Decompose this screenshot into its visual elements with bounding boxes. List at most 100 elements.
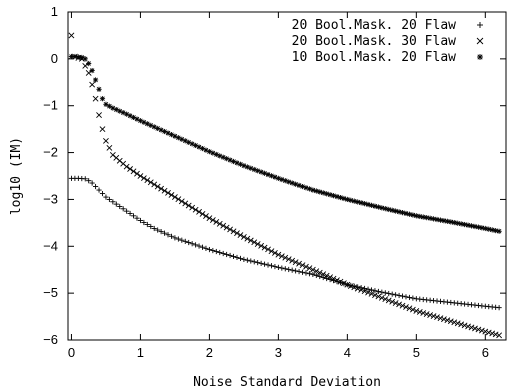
data-point <box>434 314 440 321</box>
data-point <box>161 187 168 194</box>
data-point <box>72 53 78 60</box>
data-point <box>178 198 185 205</box>
data-point <box>182 238 188 244</box>
data-point <box>478 327 485 334</box>
data-point <box>317 189 323 195</box>
data-point <box>89 81 96 88</box>
series-1 <box>68 175 502 311</box>
data-point <box>213 248 219 255</box>
data-point <box>285 256 292 263</box>
data-point <box>441 316 447 323</box>
data-point <box>296 268 302 275</box>
data-point <box>375 293 382 300</box>
data-point <box>485 329 492 336</box>
data-point <box>475 224 482 230</box>
data-point <box>389 298 396 305</box>
data-point <box>175 236 181 242</box>
legend-marker <box>476 37 484 45</box>
data-point <box>382 296 389 303</box>
data-point <box>427 215 433 221</box>
data-point <box>393 208 399 214</box>
data-point <box>179 237 185 243</box>
data-point <box>389 207 395 213</box>
legend-label: 20 Bool.Mask. 30 Flaw <box>292 34 457 49</box>
y-tick-label: 0 <box>51 51 58 66</box>
data-point <box>372 288 378 294</box>
data-point <box>103 194 109 200</box>
data-point <box>82 176 88 182</box>
data-point <box>68 32 75 39</box>
data-point <box>361 288 368 295</box>
data-point <box>85 69 92 76</box>
data-point <box>140 175 147 182</box>
data-point <box>310 187 316 193</box>
data-point <box>234 230 240 237</box>
data-point <box>496 228 502 234</box>
data-point <box>144 221 150 228</box>
data-point <box>196 243 202 249</box>
data-point <box>396 301 403 308</box>
data-point <box>272 250 278 256</box>
data-point <box>172 235 178 241</box>
data-point <box>230 158 237 165</box>
data-point <box>199 244 206 250</box>
data-point <box>324 191 330 197</box>
data-point <box>320 271 327 278</box>
data-point <box>437 217 444 223</box>
data-point <box>189 204 196 211</box>
data-point <box>237 232 244 238</box>
data-point <box>410 212 416 218</box>
data-point <box>251 239 258 246</box>
data-point <box>203 245 209 251</box>
data-point <box>334 277 340 284</box>
data-point <box>451 319 458 326</box>
data-point <box>406 305 413 312</box>
data-point <box>351 284 358 291</box>
data-point <box>99 190 106 197</box>
data-point <box>379 289 385 295</box>
data-point <box>75 54 81 60</box>
data-point <box>444 218 450 224</box>
data-point <box>144 177 151 184</box>
data-point <box>244 235 251 242</box>
data-point <box>161 230 168 236</box>
data-point <box>275 251 282 258</box>
data-point <box>410 295 416 301</box>
data-point <box>241 256 247 263</box>
data-point <box>344 196 350 203</box>
data-point <box>282 254 289 261</box>
data-point <box>337 194 344 201</box>
data-point <box>213 219 220 225</box>
data-point <box>96 112 102 119</box>
data-point <box>68 53 75 60</box>
data-point <box>313 268 320 275</box>
data-point <box>409 306 416 313</box>
data-point <box>403 294 409 300</box>
data-point <box>348 197 354 203</box>
data-point <box>203 213 209 219</box>
data-point <box>154 183 161 190</box>
data-point <box>165 232 171 238</box>
data-point <box>244 257 250 263</box>
data-point <box>286 179 292 185</box>
data-point <box>82 56 88 62</box>
data-point <box>382 290 388 296</box>
x-tick-label: 3 <box>275 345 282 360</box>
data-point <box>158 229 164 235</box>
y-tick-label: −4 <box>43 238 58 253</box>
data-point <box>148 223 154 230</box>
data-point <box>458 221 464 227</box>
data-point <box>361 201 368 207</box>
data-point <box>396 292 402 299</box>
data-point <box>130 168 137 175</box>
data-point <box>130 213 137 219</box>
data-point <box>496 332 503 339</box>
data-point <box>292 259 299 266</box>
data-point <box>99 126 106 133</box>
data-point <box>434 216 440 223</box>
data-point <box>110 199 116 205</box>
data-point <box>430 216 437 222</box>
data-point <box>258 260 264 266</box>
data-point <box>392 300 399 306</box>
legend-marker <box>477 22 483 28</box>
